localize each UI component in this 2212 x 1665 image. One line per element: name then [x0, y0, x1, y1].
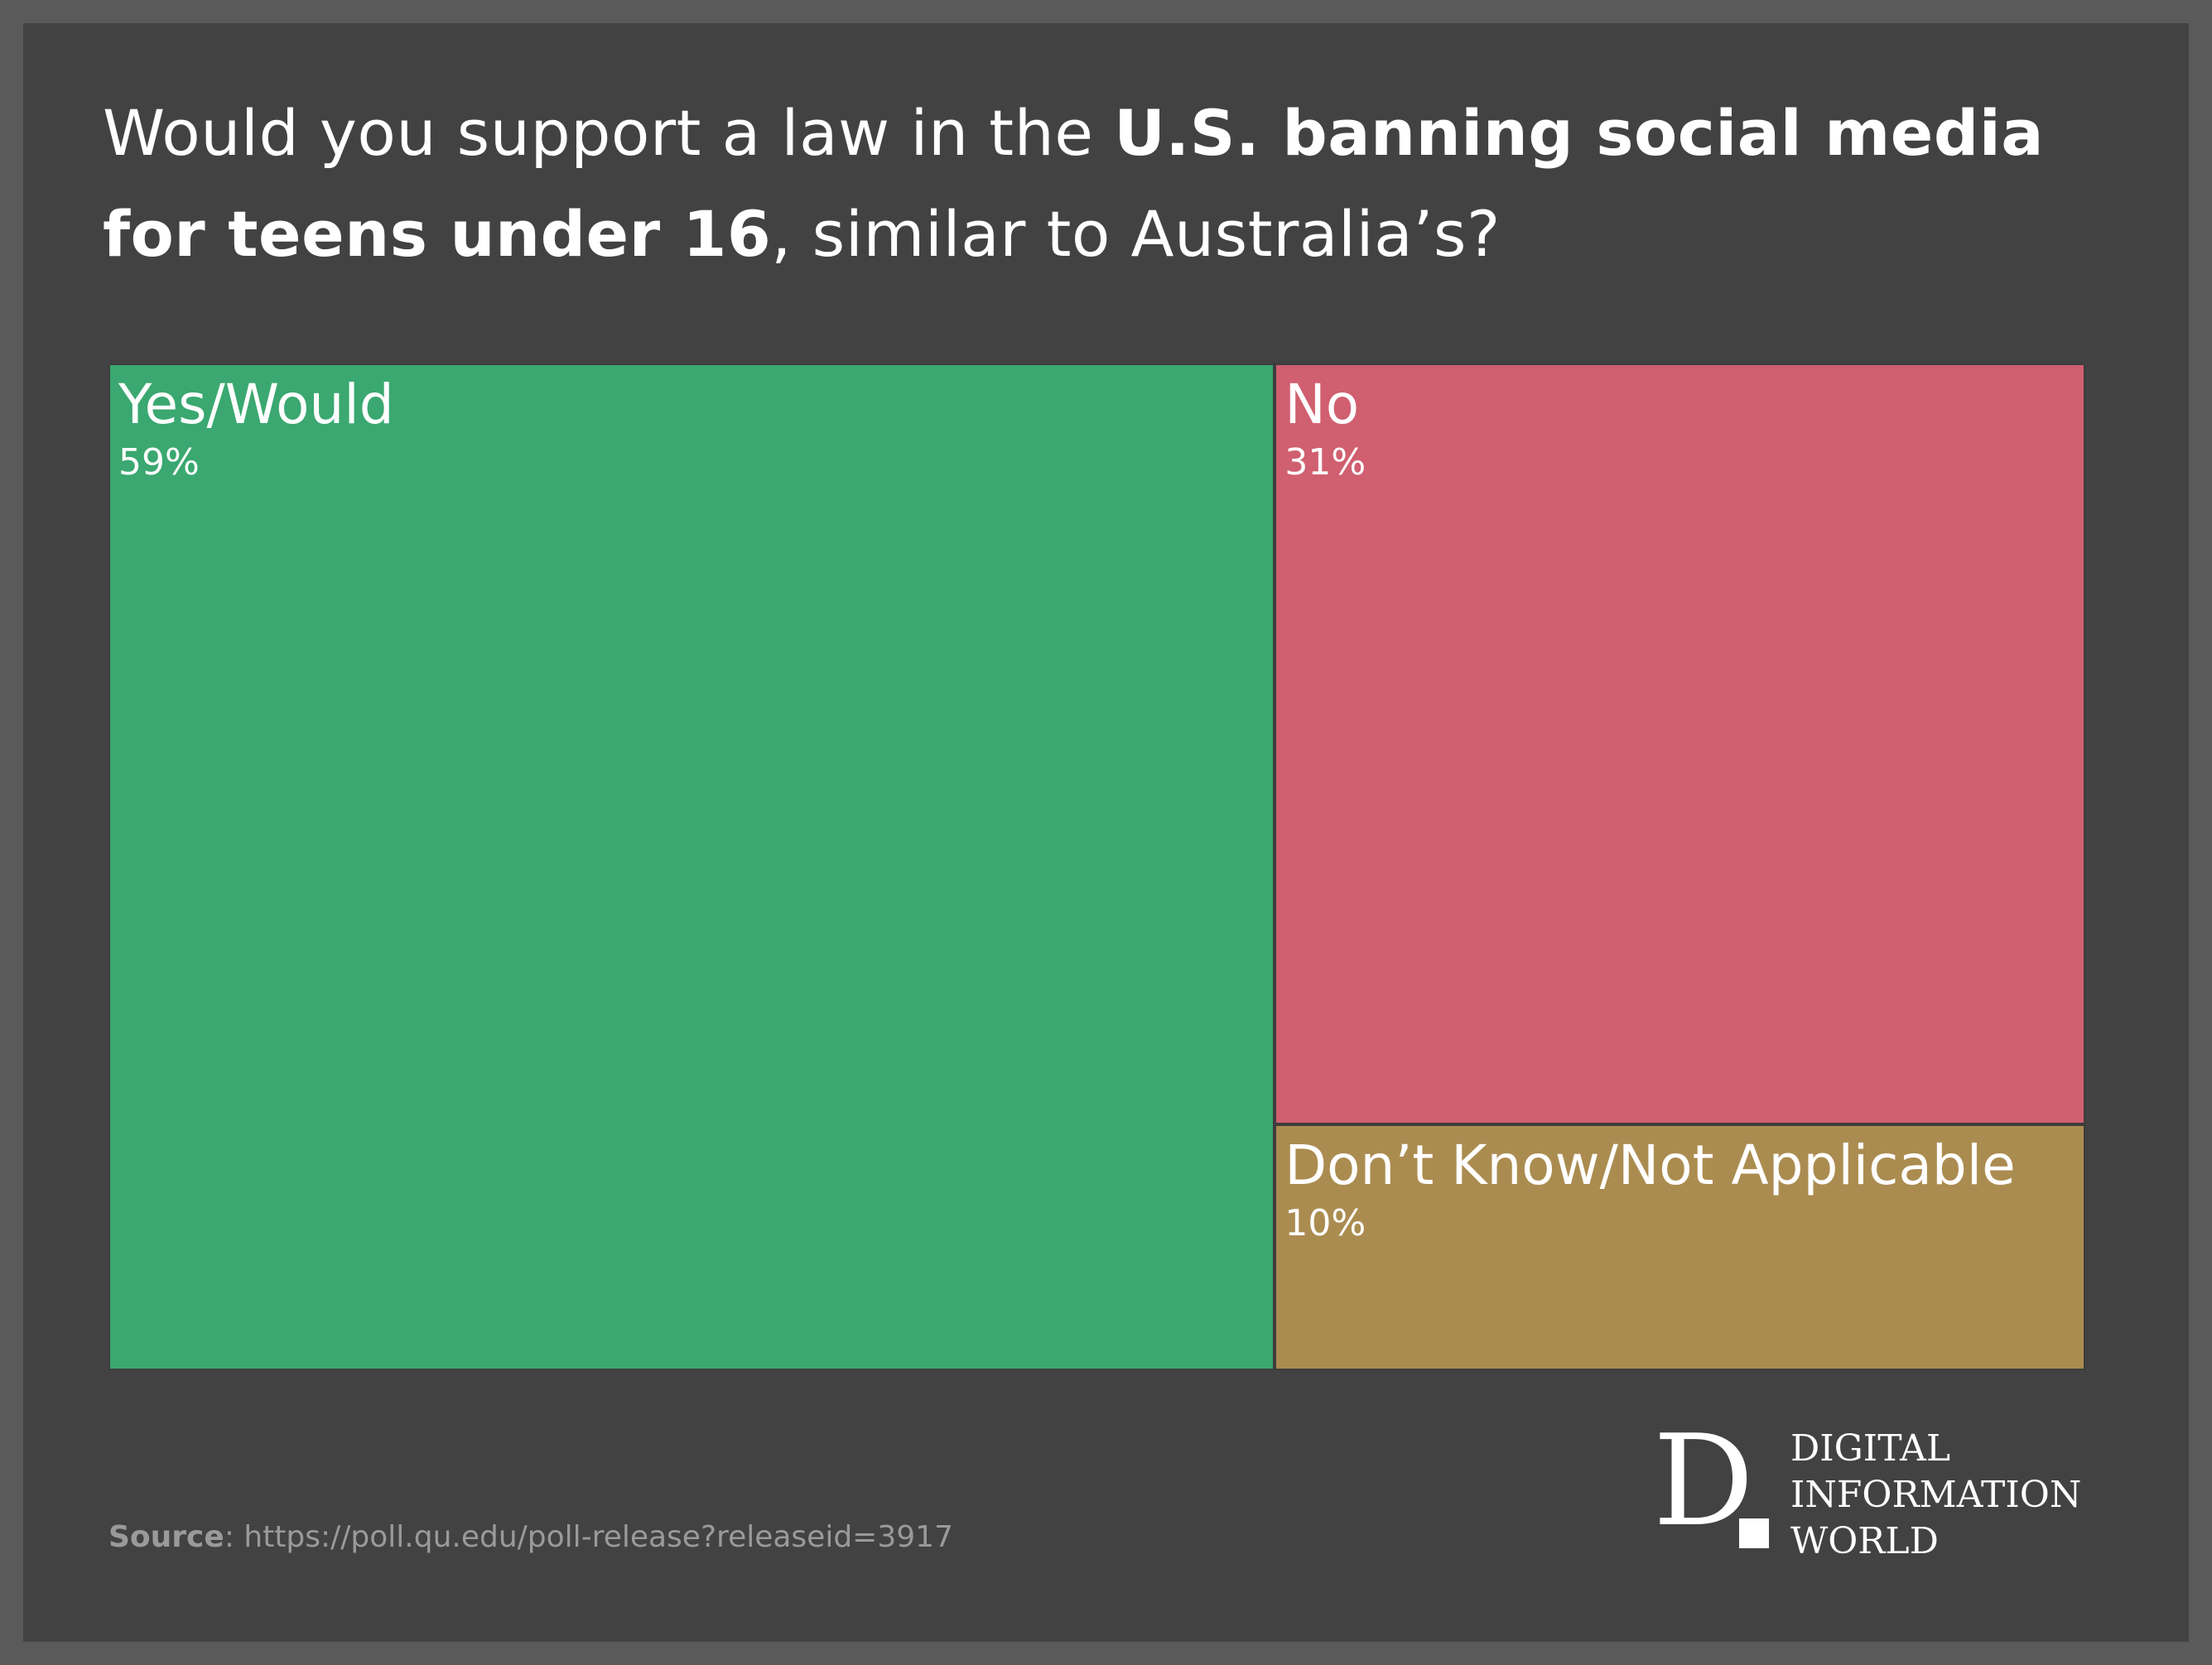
treemap-tile-dont-know: Don’t Know/Not Applicable 10% — [1275, 1124, 2085, 1370]
logo-square-icon — [1739, 1518, 1769, 1548]
title-part-2: , similar to Australia’s? — [771, 197, 1501, 271]
tile-value: 10% — [1284, 1202, 1366, 1245]
treemap-tile-yes: Yes/Would 59% — [108, 363, 1275, 1370]
title-part-1: Would you support a law in the — [103, 96, 1115, 170]
source-label: Source — [108, 1520, 224, 1554]
tile-value: 31% — [1284, 441, 1366, 484]
treemap-chart: Yes/Would 59% No 31% Don’t Know/Not Applicab… — [108, 363, 2085, 1370]
logo-line-2: INFORMATION — [1790, 1474, 2082, 1516]
logo-line-3: WORLD — [1790, 1520, 1939, 1562]
logo-line-1: DIGITAL — [1790, 1427, 1951, 1470]
title-bold: U.S. banning social media for teens unde… — [103, 96, 2045, 271]
tile-label: No — [1284, 373, 1360, 436]
logo-mark: D — [1653, 1408, 1754, 1554]
tile-value: 59% — [118, 441, 200, 484]
logo-wordmark: DIGITAL INFORMATION WORLD — [1790, 1426, 2081, 1565]
tile-label: Yes/Would — [118, 373, 394, 436]
treemap-tile-no: No 31% — [1275, 363, 2085, 1125]
tile-label: Don’t Know/Not Applicable — [1284, 1133, 2016, 1198]
source-note: Source: https://poll.qu.edu/poll-release… — [108, 1518, 953, 1557]
chart-title: Would you support a law in the U.S. bann… — [103, 83, 2074, 285]
source-url: : https://poll.qu.edu/poll-release?relea… — [224, 1520, 953, 1554]
brand-logo: D DIGITAL INFORMATION WORLD — [1653, 1411, 2084, 1565]
